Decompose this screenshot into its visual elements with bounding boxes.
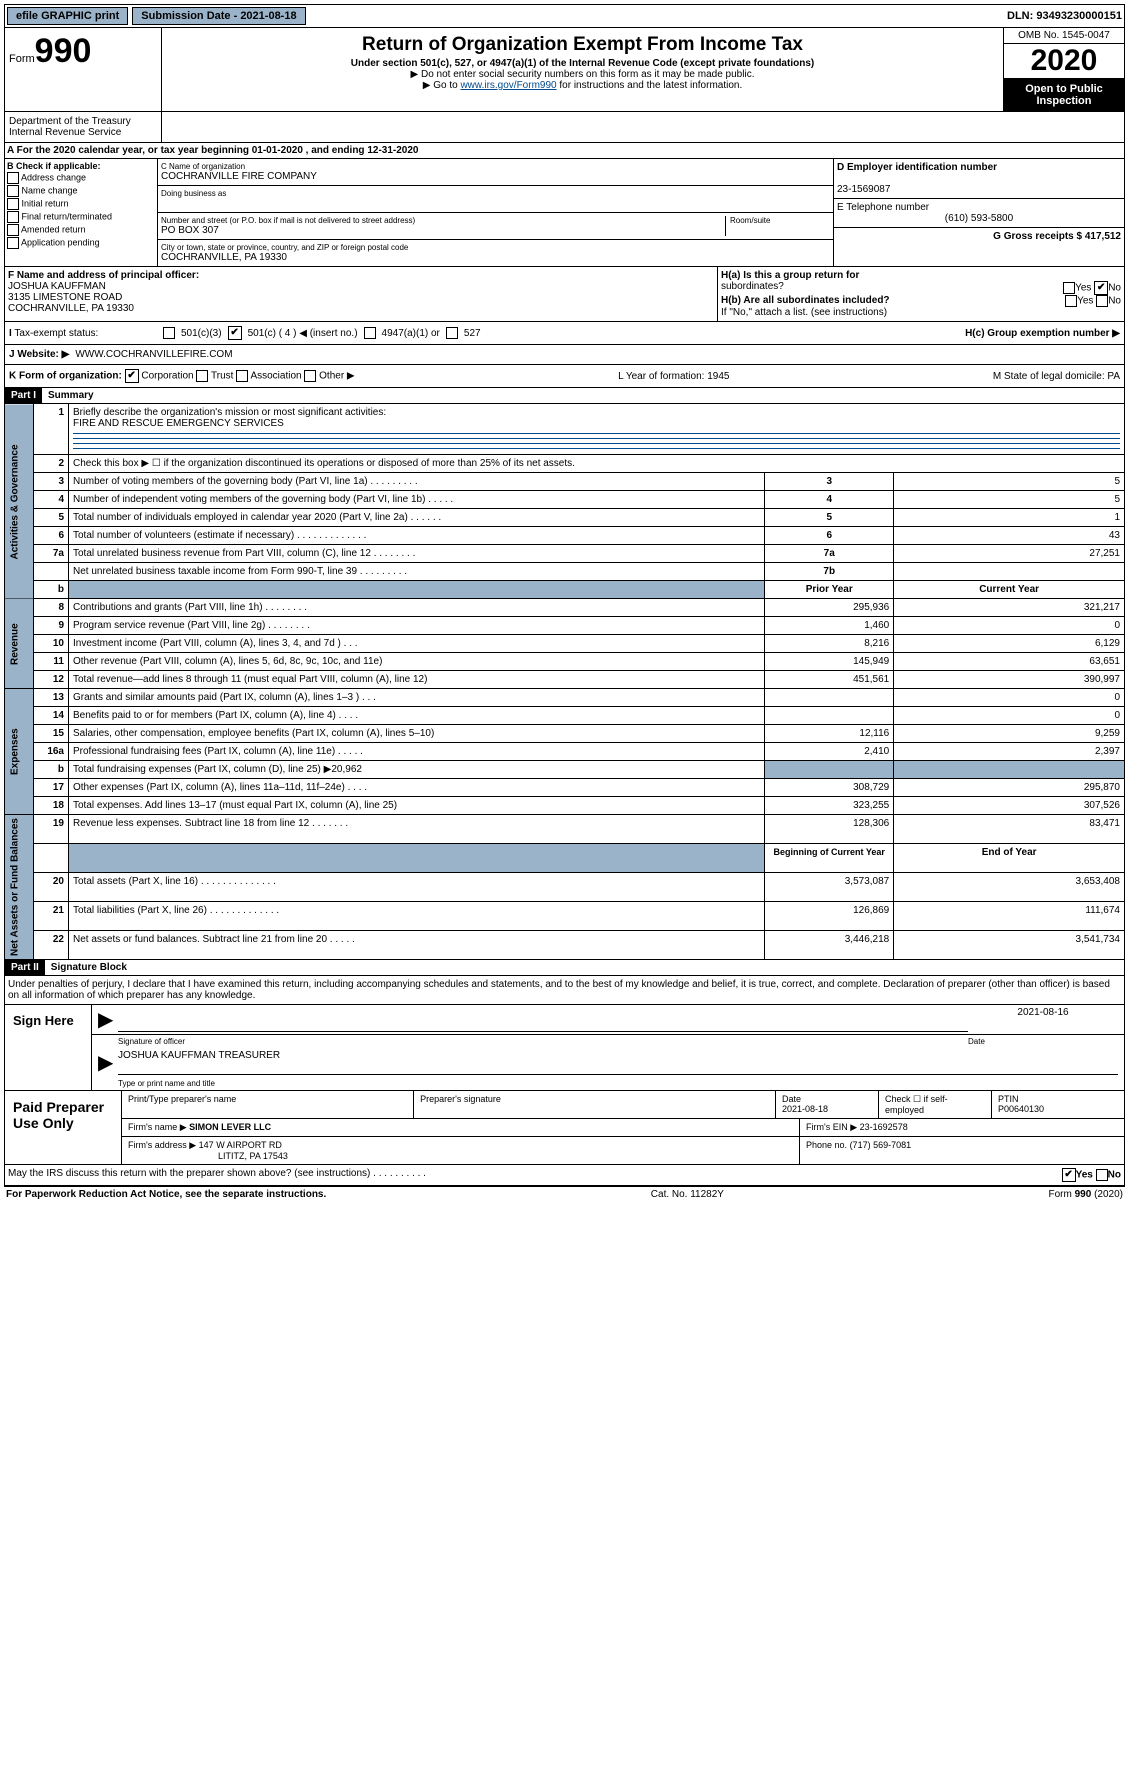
- efile-btn[interactable]: efile GRAPHIC print: [7, 7, 128, 25]
- cb-addr[interactable]: Address change: [7, 172, 155, 184]
- dba-lbl: Doing business as: [161, 189, 830, 198]
- title-cell: Return of Organization Exempt From Incom…: [162, 28, 1003, 111]
- tax-year: 2020: [1004, 44, 1124, 79]
- form-number-cell: Form990: [5, 28, 162, 111]
- f-h-row: F Name and address of principal officer:…: [4, 267, 1125, 322]
- open-public: Open to PublicInspection: [1004, 79, 1124, 111]
- paid-label: Paid Preparer Use Only: [5, 1091, 122, 1164]
- tax-status-row: I Tax-exempt status: 501(c)(3) ✔501(c) (…: [4, 322, 1125, 345]
- submission-btn[interactable]: Submission Date - 2021-08-18: [132, 7, 305, 25]
- sign-here: Sign Here: [5, 1005, 92, 1090]
- summary-table: Activities & Governance 1Briefly describ…: [4, 404, 1125, 960]
- mission: FIRE AND RESCUE EMERGENCY SERVICES: [73, 418, 284, 429]
- dln: DLN: 93493230000151: [1007, 10, 1122, 22]
- website-row: J Website: ▶ WWW.COCHRANVILLEFIRE.COM: [4, 345, 1125, 365]
- year-cell: OMB No. 1545-0047 2020 Open to PublicIns…: [1003, 28, 1124, 111]
- street: PO BOX 307: [161, 225, 725, 236]
- paid-preparer: Paid Preparer Use Only Print/Type prepar…: [4, 1091, 1125, 1165]
- main-info: B Check if applicable: Address change Na…: [4, 159, 1125, 267]
- form-title: Return of Organization Exempt From Incom…: [166, 34, 999, 56]
- f-officer: F Name and address of principal officer:…: [5, 267, 718, 321]
- gross-receipts: G Gross receipts $ 417,512: [993, 231, 1121, 242]
- col-b: B Check if applicable: Address change Na…: [5, 159, 158, 266]
- line-a: A For the 2020 calendar year, or tax yea…: [4, 143, 1125, 159]
- cb-name[interactable]: Name change: [7, 185, 155, 197]
- officer-name: JOSHUA KAUFFMAN TREASURER: [118, 1050, 1118, 1075]
- cb-pending[interactable]: Application pending: [7, 237, 155, 249]
- side-net: Net Assets or Fund Balances: [5, 815, 34, 960]
- side-rev: Revenue: [5, 599, 34, 689]
- tel-lbl: E Telephone number: [837, 202, 929, 213]
- cb-final[interactable]: Final return/terminated: [7, 211, 155, 223]
- sign-date: 2021-08-16: [968, 1007, 1118, 1032]
- side-exp: Expenses: [5, 689, 34, 815]
- ein: 23-1569087: [837, 184, 890, 195]
- subtitle: Under section 501(c), 527, or 4947(a)(1)…: [166, 58, 999, 69]
- cb-amended[interactable]: Amended return: [7, 224, 155, 236]
- note1: ▶ Do not enter social security numbers o…: [166, 69, 999, 80]
- col-c: C Name of organizationCOCHRANVILLE FIRE …: [158, 159, 834, 266]
- ptin: P00640130: [998, 1104, 1044, 1114]
- part2-header: Part IISignature Block: [4, 960, 1125, 976]
- col-right: D Employer identification number 23-15690…: [834, 159, 1124, 266]
- prep-date: 2021-08-18: [782, 1104, 828, 1114]
- top-bar: efile GRAPHIC print Submission Date - 20…: [4, 4, 1125, 28]
- form-word: Form: [9, 53, 35, 65]
- col-b-title: B Check if applicable:: [7, 161, 101, 171]
- firm-name: SIMON LEVER LLC: [189, 1122, 271, 1132]
- omb: OMB No. 1545-0047: [1004, 28, 1124, 44]
- k-row: K Form of organization: ✔ Corporation Tr…: [4, 365, 1125, 388]
- h-c: H(c) Group exemption number ▶: [965, 328, 1120, 339]
- dept-row: Department of the TreasuryInternal Reven…: [4, 112, 1125, 143]
- header: Form990 Return of Organization Exempt Fr…: [4, 28, 1125, 112]
- telephone: (610) 593-5800: [837, 213, 1121, 224]
- firm-phone: (717) 569-7081: [850, 1140, 912, 1150]
- dept: Department of the TreasuryInternal Reven…: [5, 112, 162, 142]
- h-section: H(a) Is this a group return for subordin…: [718, 267, 1124, 321]
- website: WWW.COCHRANVILLEFIRE.COM: [75, 349, 232, 360]
- org-name: COCHRANVILLE FIRE COMPANY: [161, 171, 830, 182]
- city: COCHRANVILLE, PA 19330: [161, 252, 830, 263]
- form-ref: Form 990 (2020): [1049, 1189, 1123, 1200]
- state-domicile: M State of legal domicile: PA: [993, 371, 1120, 382]
- year-formation: L Year of formation: 1945: [618, 371, 729, 382]
- perjury: Under penalties of perjury, I declare th…: [4, 976, 1125, 1005]
- firm-ein: 23-1692578: [860, 1122, 908, 1132]
- side-ag: Activities & Governance: [5, 404, 34, 599]
- note2: ▶ Go to www.irs.gov/Form990 for instruct…: [166, 80, 999, 91]
- part1-header: Part ISummary: [4, 388, 1125, 404]
- paperwork-notice: For Paperwork Reduction Act Notice, see …: [6, 1189, 326, 1200]
- footer: For Paperwork Reduction Act Notice, see …: [4, 1186, 1125, 1202]
- form-990: 990: [35, 32, 92, 70]
- ein-lbl: D Employer identification number: [837, 162, 997, 173]
- cat-no: Cat. No. 11282Y: [651, 1189, 724, 1200]
- irs-link[interactable]: www.irs.gov/Form990: [460, 80, 556, 91]
- discuss-row: May the IRS discuss this return with the…: [4, 1165, 1125, 1186]
- sign-block: Sign Here ▶2021-08-16 Signature of offic…: [4, 1005, 1125, 1091]
- cb-initial[interactable]: Initial return: [7, 198, 155, 210]
